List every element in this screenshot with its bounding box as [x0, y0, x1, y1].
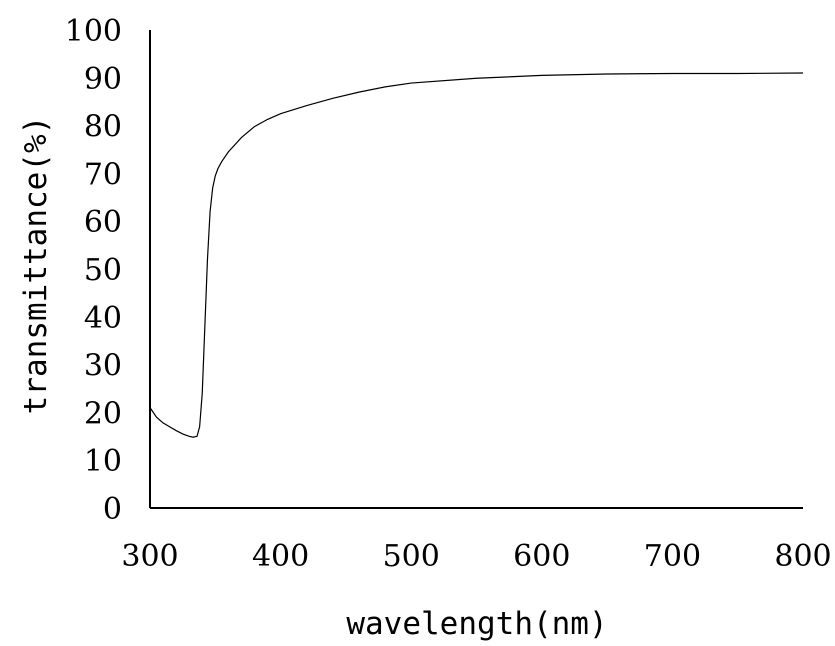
y-tick-label: 20	[84, 396, 122, 431]
y-tick-label: 60	[84, 205, 122, 240]
x-tick-label: 500	[383, 539, 440, 574]
series-line	[150, 73, 803, 437]
x-tick-labels: 300 400 500 600 700 800	[121, 539, 831, 574]
x-tick-label: 400	[252, 539, 309, 574]
y-tick-label: 0	[103, 492, 122, 527]
y-tick-label: 30	[84, 349, 122, 384]
y-axis-title: transmittance(%)	[18, 116, 54, 415]
y-tick-label: 70	[84, 157, 122, 192]
y-tick-label: 40	[84, 301, 122, 336]
y-tick-label: 10	[84, 444, 122, 479]
y-tick-label: 80	[84, 110, 122, 145]
x-axis-title: wavelength(nm)	[346, 606, 607, 642]
y-tick-label: 90	[84, 62, 122, 97]
y-tick-labels: 0 10 20 30 40 50 60 70 80 90 100	[65, 14, 122, 527]
x-tick-label: 300	[121, 539, 178, 574]
x-tick-label: 800	[774, 539, 831, 574]
plot-area: 0 10 20 30 40 50 60 70 80 90 100 300 400 500 600 700 80…	[65, 14, 832, 574]
y-tick-label: 100	[65, 14, 122, 49]
x-tick-label: 700	[644, 539, 701, 574]
y-tick-label: 50	[84, 253, 122, 288]
x-tick-label: 600	[513, 539, 570, 574]
